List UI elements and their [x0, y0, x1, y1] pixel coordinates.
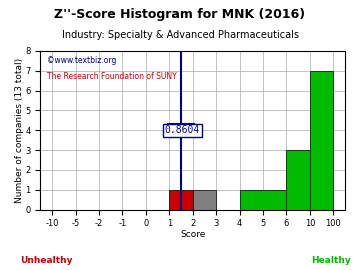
Text: ©www.textbiz.org: ©www.textbiz.org [46, 56, 116, 65]
Text: Unhealthy: Unhealthy [21, 256, 73, 265]
Bar [193, 190, 216, 210]
Bar [169, 190, 193, 210]
Bar [240, 190, 287, 210]
Text: Healthy: Healthy [311, 256, 351, 265]
Text: The Research Foundation of SUNY: The Research Foundation of SUNY [46, 72, 176, 80]
Text: 0.8604: 0.8604 [165, 125, 200, 135]
Text: Industry: Specialty & Advanced Pharmaceuticals: Industry: Specialty & Advanced Pharmaceu… [62, 30, 298, 40]
X-axis label: Score: Score [180, 230, 206, 239]
Bar [287, 150, 310, 210]
Text: Z''-Score Histogram for MNK (2016): Z''-Score Histogram for MNK (2016) [54, 8, 306, 21]
Bar [310, 71, 333, 210]
Y-axis label: Number of companies (13 total): Number of companies (13 total) [15, 58, 24, 203]
